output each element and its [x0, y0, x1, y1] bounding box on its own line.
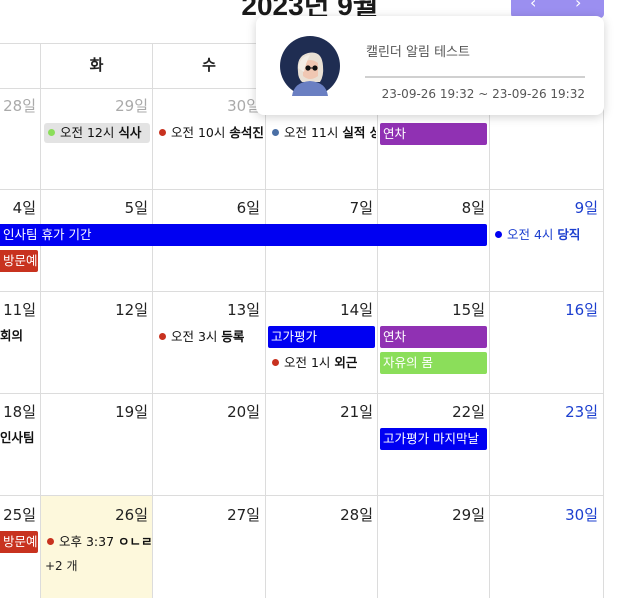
- event-dot-icon: [495, 231, 502, 238]
- day-number[interactable]: 12일: [115, 301, 148, 319]
- day-number-saturday[interactable]: 23일: [565, 403, 598, 421]
- day-number[interactable]: 28일: [340, 506, 373, 524]
- grid-line: [0, 291, 604, 292]
- day-number[interactable]: 15일: [452, 301, 485, 319]
- day-number[interactable]: 7일: [349, 199, 373, 217]
- day-number-today[interactable]: 26일: [115, 506, 148, 524]
- grid-line: [0, 495, 604, 496]
- calendar-event-bar[interactable]: 인사팀 휴가 기간: [0, 224, 487, 246]
- notification-time-range: 23-09-26 19:32 ~ 23-09-26 19:32: [381, 87, 585, 101]
- grid-line: [0, 393, 604, 394]
- day-number[interactable]: 18일: [3, 403, 36, 421]
- event-dot-icon: [159, 129, 166, 136]
- notification-title: 캘린더 알림 테스트: [366, 45, 470, 60]
- day-number[interactable]: 11일: [3, 301, 36, 319]
- day-number[interactable]: 29일: [115, 97, 148, 115]
- day-number[interactable]: 14일: [340, 301, 373, 319]
- day-number-saturday[interactable]: 30일: [565, 506, 598, 524]
- day-number-saturday[interactable]: 16일: [565, 301, 598, 319]
- calendar-month-title: 2023년 9월: [241, 0, 379, 21]
- event-dot-icon: [47, 538, 54, 545]
- calendar-event[interactable]: 인사팀: [0, 430, 35, 445]
- calendar-event[interactable]: 오전 12시 식사: [44, 123, 150, 143]
- calendar-event[interactable]: 회의: [0, 328, 24, 343]
- day-number[interactable]: 5일: [124, 199, 148, 217]
- calendar-event-bar[interactable]: 방문예정: [0, 250, 38, 272]
- day-number[interactable]: 6일: [236, 199, 260, 217]
- event-dot-icon: [159, 333, 166, 340]
- month-nav: ‹ ›: [511, 0, 604, 18]
- prev-month-button[interactable]: ‹: [530, 0, 537, 12]
- day-number[interactable]: 13일: [227, 301, 260, 319]
- weekday-header-wed: 수: [202, 56, 216, 74]
- event-dot-icon: [272, 129, 279, 136]
- day-number[interactable]: 20일: [227, 403, 260, 421]
- today-highlight: [41, 496, 152, 598]
- calendar-event[interactable]: 오전 10시 송석진: [159, 123, 264, 143]
- day-number[interactable]: 4일: [12, 199, 36, 217]
- calendar-event-bar[interactable]: 고가평가: [268, 326, 375, 348]
- day-number[interactable]: 28일: [3, 97, 36, 115]
- grid-line: [265, 43, 266, 598]
- calendar-event-bar[interactable]: 연차: [380, 326, 487, 348]
- day-number[interactable]: 29일: [452, 506, 485, 524]
- calendar-event[interactable]: 오전 4시 당직: [495, 225, 603, 245]
- grid-line: [377, 43, 378, 598]
- grid-line: [40, 43, 41, 598]
- calendar-event[interactable]: 오후 3:37 ㅇㄴㄹ: [47, 532, 151, 552]
- next-month-button[interactable]: ›: [575, 0, 582, 12]
- grid-line: [603, 43, 604, 598]
- event-dot-icon: [272, 359, 279, 366]
- notification-popup[interactable]: 캘린더 알림 테스트 23-09-26 19:32 ~ 23-09-26 19:…: [256, 16, 604, 115]
- day-number[interactable]: 25일: [3, 506, 36, 524]
- day-number[interactable]: 19일: [115, 403, 148, 421]
- avatar-icon: [280, 36, 340, 96]
- day-number[interactable]: 21일: [340, 403, 373, 421]
- calendar-event[interactable]: 오전 11시 실적 상: [272, 123, 376, 143]
- day-number[interactable]: 8일: [461, 199, 485, 217]
- divider: [365, 76, 585, 78]
- grid-line: [0, 189, 604, 190]
- day-number-saturday[interactable]: 9일: [574, 199, 598, 217]
- calendar-event[interactable]: 오전 3시 등록: [159, 327, 264, 347]
- event-dot-icon: [48, 129, 55, 136]
- day-number[interactable]: 27일: [227, 506, 260, 524]
- calendar-event-bar[interactable]: 고가평가 마지막날: [380, 428, 487, 450]
- day-number[interactable]: 22일: [452, 403, 485, 421]
- calendar-event-bar[interactable]: 연차: [380, 123, 487, 145]
- calendar-event[interactable]: 오전 1시 외근: [272, 353, 376, 373]
- calendar-event-bar[interactable]: 자유의 몸: [380, 352, 487, 374]
- grid-line: [489, 43, 490, 598]
- weekday-header-tue: 화: [89, 56, 104, 74]
- calendar-event-bar[interactable]: 방문예정: [0, 531, 38, 553]
- more-events-link[interactable]: +2 개: [45, 559, 78, 573]
- grid-line: [152, 43, 153, 598]
- day-number[interactable]: 30일: [227, 97, 260, 115]
